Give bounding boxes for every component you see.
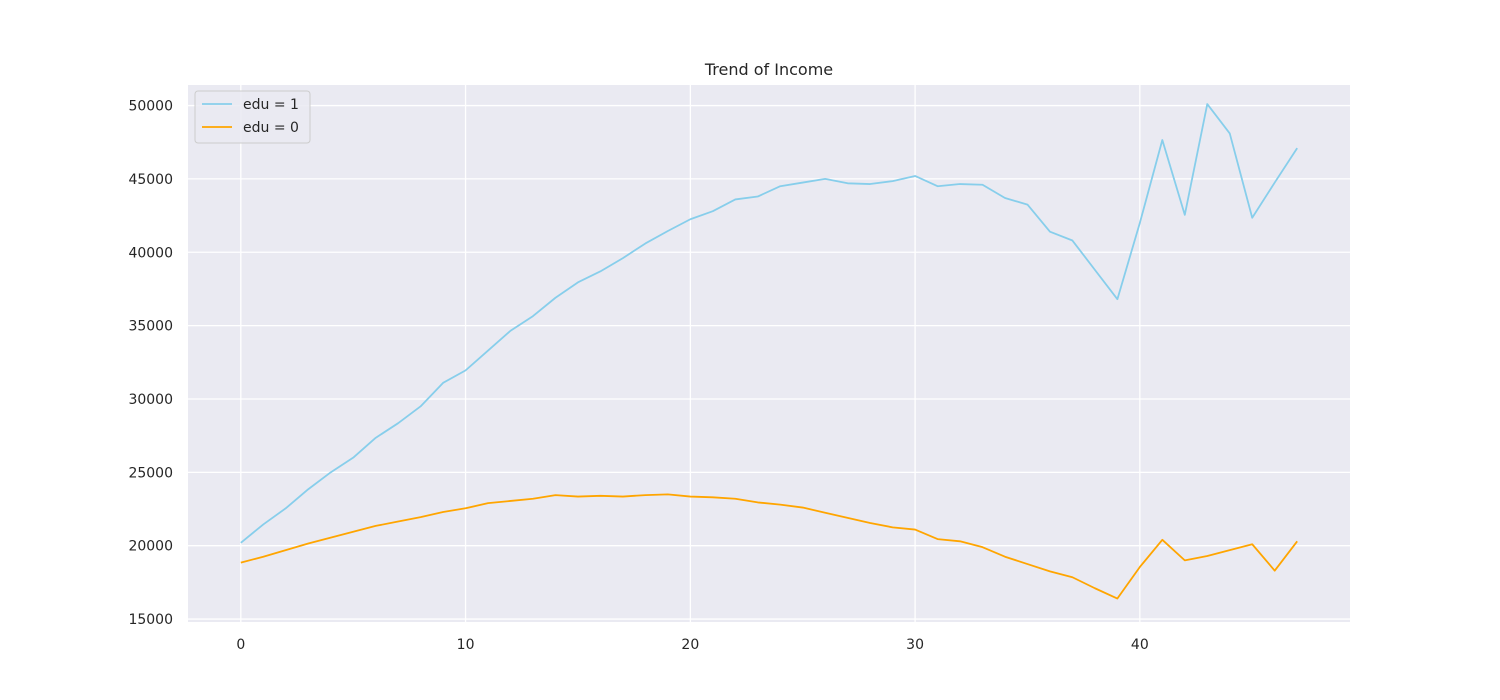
y-tick-label: 40000: [128, 245, 173, 261]
series-lines: [240, 103, 1298, 600]
x-tick-label: 30: [906, 637, 924, 653]
x-tick-label: 40: [1131, 637, 1149, 653]
y-tick-label: 35000: [128, 319, 173, 335]
y-tick-label: 30000: [128, 392, 173, 408]
series-line-1: [240, 493, 1298, 600]
x-tick-label: 20: [681, 637, 699, 653]
y-tick-label: 20000: [128, 539, 173, 555]
chart-title: Trend of Income: [704, 60, 833, 79]
x-tick-label: 10: [457, 637, 475, 653]
legend-label-0: edu = 1: [243, 97, 299, 113]
y-tick-label: 25000: [128, 465, 173, 481]
y-tick-label: 50000: [128, 99, 173, 115]
y-tick-label: 15000: [128, 612, 173, 628]
legend-label-1: edu = 0: [243, 120, 299, 136]
legend: edu = 1 edu = 0: [194, 90, 311, 144]
tick-labels: 0 10 20 30 40 15000 20000 25000 30000 35000 40000 4…: [128, 99, 1148, 653]
x-tick-label: 0: [236, 637, 245, 653]
plot-area: [188, 85, 1350, 622]
series-line-0: [240, 103, 1298, 544]
y-tick-label: 45000: [128, 172, 173, 188]
